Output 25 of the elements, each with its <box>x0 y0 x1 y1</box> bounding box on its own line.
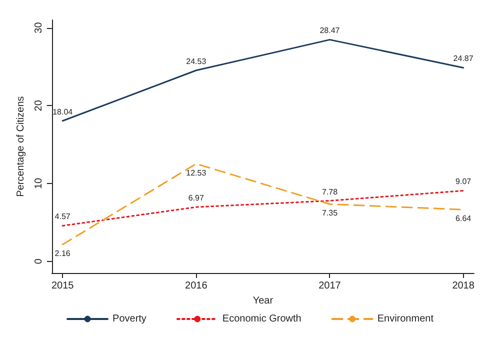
data-label: 28.47 <box>320 26 340 36</box>
y-tick-label: 20 <box>33 100 44 112</box>
x-tick-label: 2016 <box>185 280 208 292</box>
data-label: 24.87 <box>453 54 474 64</box>
data-label: 7.35 <box>322 208 338 218</box>
data-label: 6.64 <box>456 214 472 224</box>
legend-label: Poverty <box>112 314 146 324</box>
data-label: 12.53 <box>186 168 207 178</box>
data-label: 7.78 <box>322 187 338 196</box>
data-label: 6.97 <box>188 194 204 203</box>
legend-label: Environment <box>377 314 434 324</box>
x-tick-label: 2015 <box>51 280 74 292</box>
data-label: 18.04 <box>52 107 74 116</box>
y-axis-title: Percentage of Citizens <box>16 96 26 197</box>
data-label: 24.53 <box>186 56 207 66</box>
data-label: 2.16 <box>54 249 71 258</box>
x-tick-label: 2018 <box>452 280 475 292</box>
data-label: 9.07 <box>456 177 472 186</box>
y-tick-label: 30 <box>33 22 44 34</box>
data-label: 4.57 <box>54 212 71 222</box>
legend-label: Economic Growth <box>222 314 302 324</box>
y-tick-label: 10 <box>33 177 44 190</box>
x-axis-title: Year <box>252 295 274 306</box>
x-tick-label: 2017 <box>318 280 342 292</box>
y-tick-label: 0 <box>33 258 44 264</box>
